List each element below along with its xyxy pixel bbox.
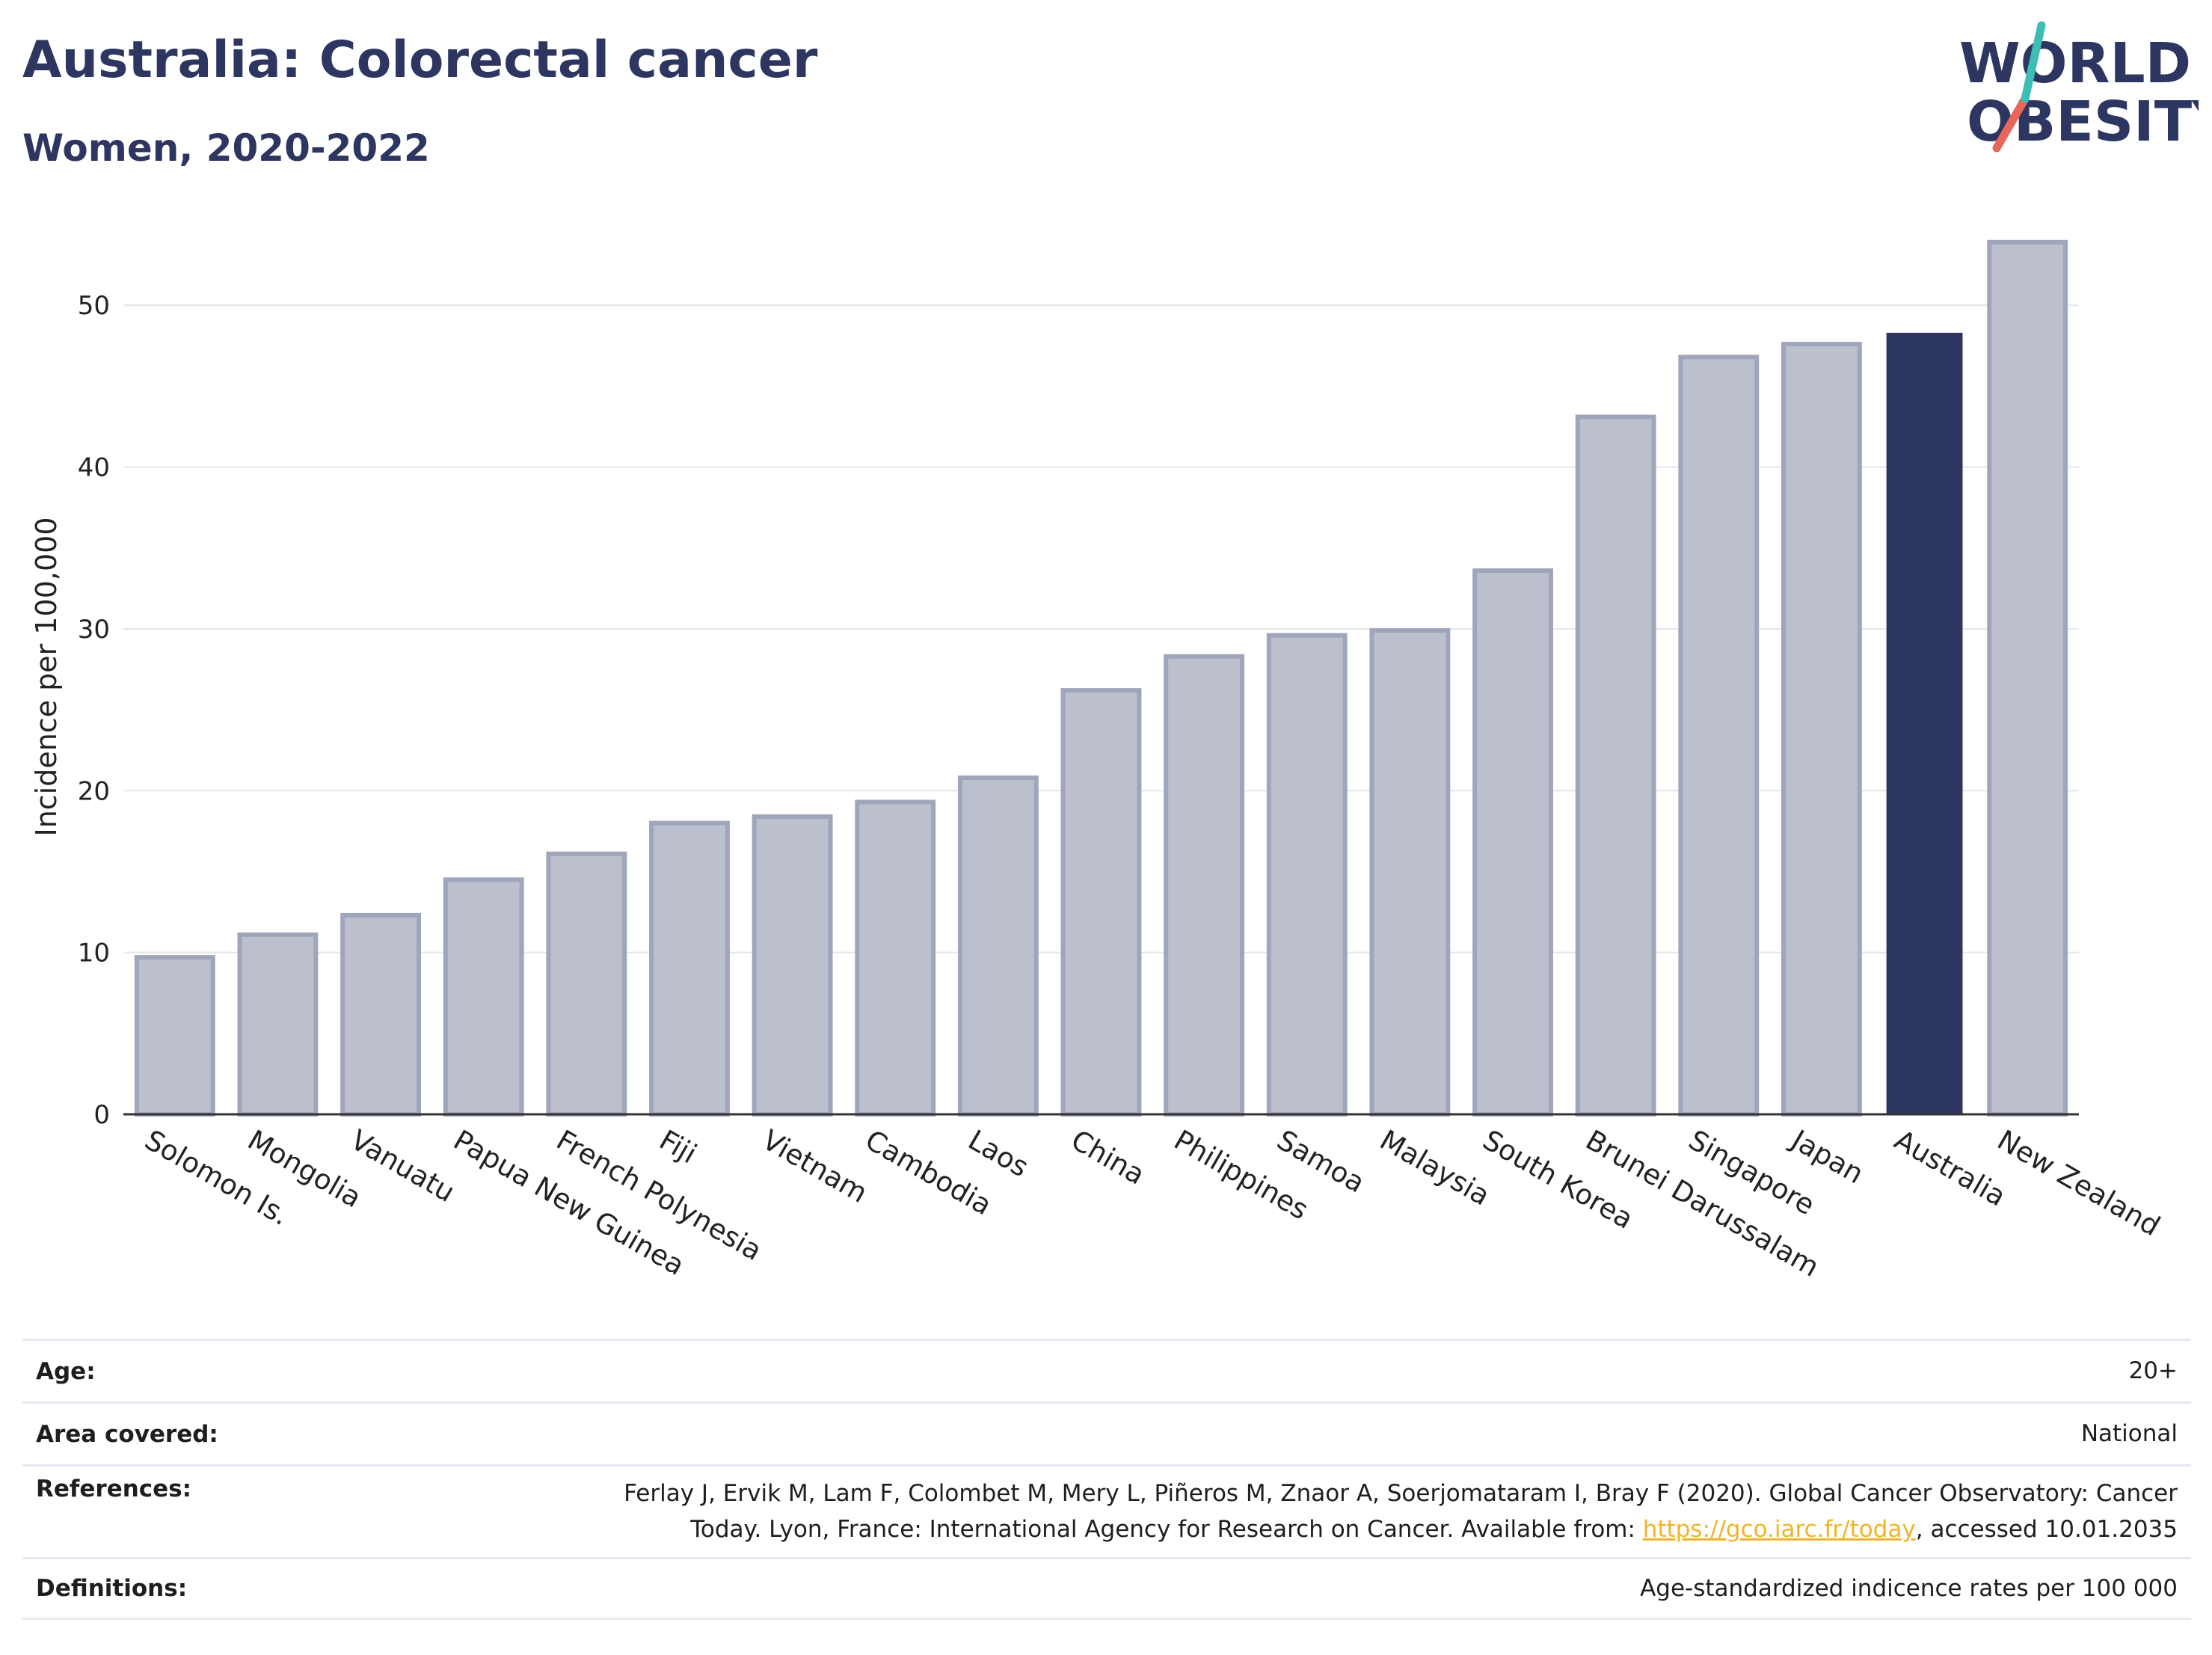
metadata-table: Age: 20+ Area covered: National Referenc… bbox=[22, 1339, 2191, 1620]
bar-laos bbox=[957, 775, 1039, 1117]
world-obesity-logo: WORLD OBESITY bbox=[1959, 21, 2199, 154]
x-tick-label: Laos bbox=[962, 1124, 1033, 1184]
bar-cambodia bbox=[855, 799, 936, 1117]
meta-row-references: References: Ferlay J, Ervik M, Lam F, Co… bbox=[22, 1464, 2191, 1557]
bar-malaysia bbox=[1369, 628, 1451, 1117]
y-axis-label: Incidence per 100,000 bbox=[30, 517, 63, 836]
meta-row-definitions: Definitions: Age-standardized indicence … bbox=[22, 1557, 2191, 1620]
bar-papua-new-guinea bbox=[443, 877, 524, 1117]
y-tick-label: 10 bbox=[78, 939, 110, 968]
x-tick-label: Vietnam bbox=[757, 1124, 873, 1209]
x-tick-label: Vanuatu bbox=[345, 1124, 461, 1209]
x-tick-label: New Zealand bbox=[1992, 1124, 2166, 1243]
bar-fiji bbox=[649, 820, 730, 1117]
area-value: National bbox=[2080, 1420, 2178, 1448]
meta-row-age: Age: 20+ bbox=[22, 1339, 2191, 1401]
definitions-label: Definitions: bbox=[36, 1575, 188, 1602]
bar-vanuatu bbox=[340, 912, 422, 1117]
bar-south-korea bbox=[1472, 568, 1553, 1117]
bar-solomon-is bbox=[134, 955, 215, 1117]
references-text-2: Today. Lyon, France: International Agenc… bbox=[690, 1516, 1643, 1544]
logo-slash-red bbox=[1992, 94, 2030, 153]
references-value: Ferlay J, Ervik M, Lam F, Colombet M, Me… bbox=[624, 1476, 2178, 1557]
y-tick-label: 20 bbox=[78, 776, 110, 806]
x-tick-label: Australia bbox=[1889, 1124, 2011, 1213]
x-tick-label: China bbox=[1066, 1124, 1150, 1191]
meta-row-area: Area covered: National bbox=[22, 1401, 2191, 1464]
y-tick-label: 0 bbox=[93, 1100, 110, 1130]
bar-australia bbox=[1886, 332, 1963, 1114]
bar-vietnam bbox=[752, 814, 833, 1117]
page-title: Australia: Colorectal cancer bbox=[22, 31, 818, 90]
bar-new-zealand bbox=[1987, 239, 2068, 1117]
age-label: Age: bbox=[36, 1357, 96, 1385]
bar-brunei-darussalam bbox=[1575, 414, 1656, 1117]
page-subtitle: Women, 2020-2022 bbox=[22, 126, 430, 170]
x-tick-label: Fiji bbox=[654, 1124, 702, 1170]
bar-china bbox=[1060, 688, 1142, 1117]
definitions-value: Age-standardized indicence rates per 100… bbox=[1640, 1574, 2178, 1602]
bar-japan bbox=[1781, 342, 1862, 1117]
references-text-1: Ferlay J, Ervik M, Lam F, Colombet M, Me… bbox=[624, 1480, 2178, 1507]
references-link[interactable]: https://gco.iarc.fr/today bbox=[1642, 1516, 1916, 1544]
area-label: Area covered: bbox=[36, 1420, 218, 1448]
bar-singapore bbox=[1678, 354, 1760, 1117]
age-value: 20+ bbox=[2128, 1357, 2178, 1385]
bar-mongolia bbox=[237, 932, 319, 1117]
bar-samoa bbox=[1266, 633, 1348, 1117]
logo-slash-teal bbox=[2021, 21, 2046, 103]
logo-line2: OBESITY bbox=[1967, 90, 2199, 154]
references-label: References: bbox=[36, 1476, 192, 1502]
references-text-3: , accessed 10.01.2035 bbox=[1915, 1516, 2178, 1544]
x-tick-label: Malaysia bbox=[1374, 1124, 1496, 1212]
bar-philippines bbox=[1164, 654, 1245, 1117]
logo-line1: WORLD bbox=[1959, 31, 2191, 96]
bar-french-polynesia bbox=[546, 851, 627, 1117]
y-tick-label: 40 bbox=[78, 453, 110, 483]
y-tick-label: 50 bbox=[78, 291, 110, 321]
y-tick-label: 30 bbox=[78, 615, 110, 645]
